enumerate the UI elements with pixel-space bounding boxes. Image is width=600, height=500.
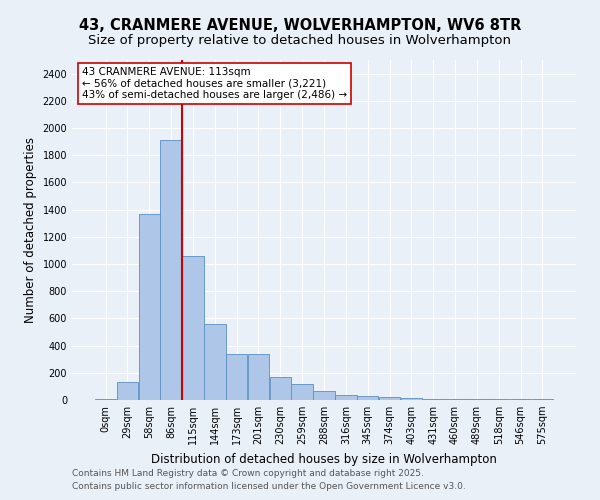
Bar [313, 391, 335, 400]
Bar [204, 324, 226, 400]
Bar [139, 214, 160, 400]
Bar [160, 140, 182, 400]
Text: 43 CRANMERE AVENUE: 113sqm
← 56% of detached houses are smaller (3,221)
43% of s: 43 CRANMERE AVENUE: 113sqm ← 56% of deta… [82, 67, 347, 100]
Text: 43, CRANMERE AVENUE, WOLVERHAMPTON, WV6 8TR: 43, CRANMERE AVENUE, WOLVERHAMPTON, WV6 … [79, 18, 521, 32]
X-axis label: Distribution of detached houses by size in Wolverhampton: Distribution of detached houses by size … [151, 452, 497, 466]
Bar [182, 256, 203, 400]
Bar [292, 384, 313, 400]
Y-axis label: Number of detached properties: Number of detached properties [24, 137, 37, 323]
Bar [248, 354, 269, 400]
Bar [226, 354, 247, 400]
Bar [269, 377, 291, 400]
Bar [532, 398, 553, 400]
Bar [401, 398, 422, 400]
Text: Contains public sector information licensed under the Open Government Licence v3: Contains public sector information licen… [72, 482, 466, 491]
Bar [379, 396, 400, 400]
Bar [117, 382, 138, 400]
Text: Contains HM Land Registry data © Crown copyright and database right 2025.: Contains HM Land Registry data © Crown c… [72, 468, 424, 477]
Bar [335, 394, 356, 400]
Bar [422, 398, 444, 400]
Bar [95, 398, 116, 400]
Text: Size of property relative to detached houses in Wolverhampton: Size of property relative to detached ho… [89, 34, 511, 47]
Bar [357, 396, 379, 400]
